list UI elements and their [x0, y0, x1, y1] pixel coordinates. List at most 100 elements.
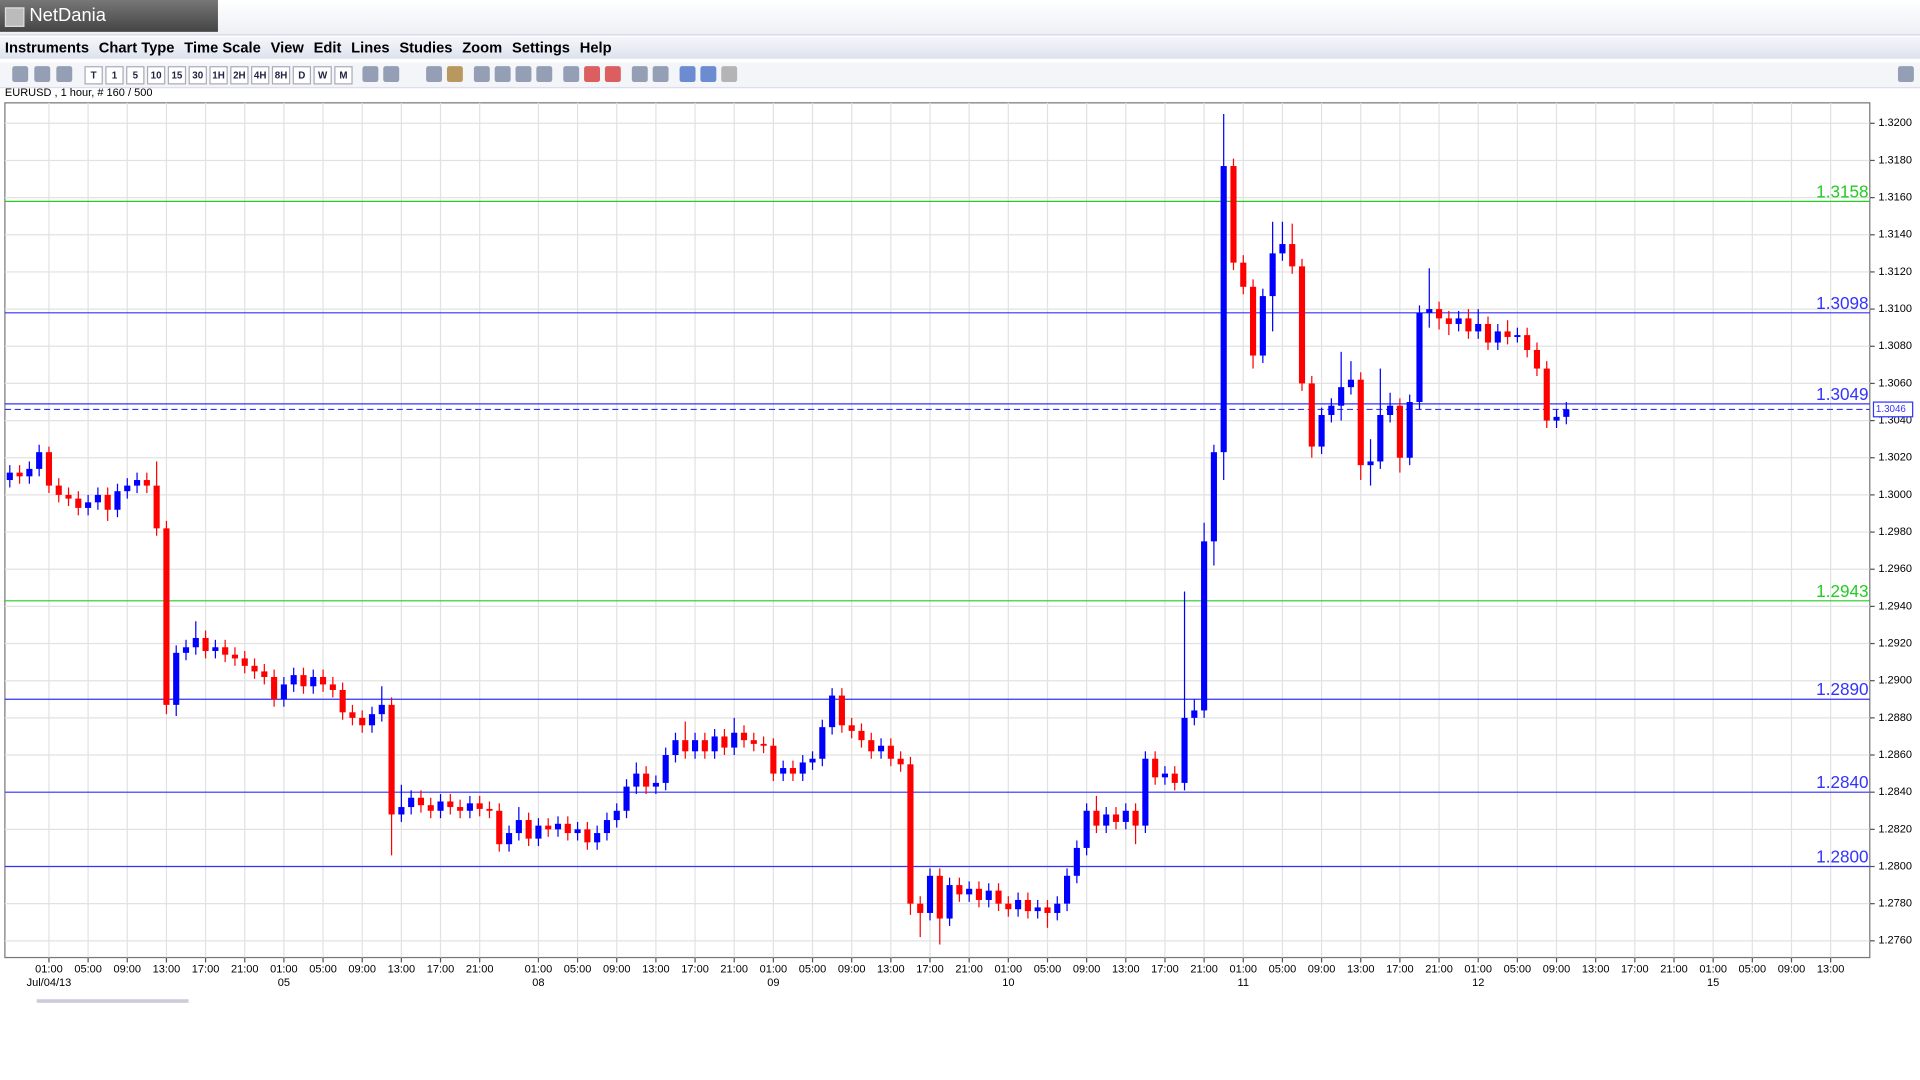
y-tick-label: 1.3140 [1878, 229, 1912, 241]
candle-body [1514, 335, 1521, 337]
candle-body [505, 833, 513, 845]
timeframe-button[interactable]: 4H [251, 66, 270, 85]
candle-body [770, 745, 777, 774]
timeframe-button[interactable]: 5 [126, 66, 145, 85]
timeframe-button[interactable]: 30 [188, 66, 207, 85]
candle-body [643, 773, 650, 787]
menu-item[interactable]: Lines [351, 39, 390, 57]
menu-item[interactable]: Chart Type [98, 39, 175, 57]
candle-body [310, 676, 317, 687]
tool-icon[interactable] [652, 66, 669, 83]
x-tick-label: 01:00 [1699, 964, 1727, 976]
menu-item[interactable]: Zoom [462, 39, 503, 57]
timeframe-button[interactable]: 8H [271, 66, 291, 85]
x-tick-label: 01:00 [760, 964, 788, 976]
scrollbar[interactable] [36, 999, 189, 1003]
tool-icon[interactable] [12, 66, 29, 83]
x-tick-label: 17:00 [1151, 964, 1179, 976]
candle-body [1005, 903, 1012, 910]
candle-body [55, 485, 62, 495]
candle-body [1308, 383, 1315, 447]
menu-item[interactable]: Time Scale [184, 39, 261, 57]
candle-body [1279, 244, 1286, 254]
candle-body [241, 658, 248, 666]
timeframe-button[interactable]: D [292, 66, 312, 85]
candle-body [1210, 452, 1217, 542]
candle-body [271, 676, 278, 700]
last-price-label: 1.3046 [1876, 404, 1906, 415]
tool-icon[interactable] [584, 66, 601, 83]
timeframe-button[interactable]: T [84, 66, 103, 85]
candle-body [662, 755, 669, 783]
menu-item[interactable]: Studies [399, 39, 453, 57]
menu-item[interactable]: Edit [313, 39, 342, 57]
menu-item[interactable]: Settings [512, 39, 570, 57]
candle-body [476, 803, 483, 809]
timeframe-button[interactable]: 1H [209, 66, 228, 85]
x-tick-label: 13:00 [1112, 964, 1140, 976]
tool-icon[interactable] [34, 66, 51, 83]
tool-icon[interactable] [604, 66, 621, 83]
candle-body [94, 494, 101, 503]
timeframe-button[interactable]: W [313, 66, 332, 85]
tool-icon[interactable] [383, 66, 400, 83]
tool-icon[interactable] [473, 66, 490, 83]
tool-icon[interactable] [494, 66, 511, 83]
candle-body [1083, 810, 1090, 848]
level-label: 1.2840 [1816, 772, 1868, 792]
timeframe-button[interactable]: M [334, 66, 353, 85]
tool-icon[interactable] [446, 66, 463, 83]
candle-body [1044, 907, 1051, 913]
tool-icon[interactable] [563, 66, 580, 83]
y-tick-label: 1.3040 [1878, 414, 1912, 426]
menu-item[interactable]: Help [579, 39, 612, 57]
x-day-label: Jul/04/13 [27, 977, 72, 989]
timeframe-button[interactable]: 2H [230, 66, 249, 85]
x-day-label: 12 [1472, 977, 1484, 989]
candle-body [613, 810, 620, 821]
x-tick-label: 01:00 [270, 964, 298, 976]
candle-body [1494, 331, 1501, 343]
candle-body [946, 885, 953, 919]
candle-body [1103, 814, 1110, 826]
candle-body [457, 807, 464, 811]
candle-body [1357, 379, 1364, 466]
timeframe-button[interactable]: 15 [167, 66, 187, 85]
level-label: 1.2800 [1816, 846, 1868, 866]
x-tick-label: 21:00 [1425, 964, 1453, 976]
x-tick-label: 05:00 [564, 964, 592, 976]
candle-body [711, 736, 718, 752]
tool-icon[interactable] [679, 66, 696, 83]
candle-body [85, 502, 92, 508]
tool-icon[interactable] [362, 66, 379, 83]
timeframe-button[interactable]: 10 [146, 66, 166, 85]
candle-body [1122, 810, 1129, 822]
level-label: 1.2943 [1816, 581, 1868, 601]
tool-icon[interactable] [426, 66, 443, 83]
menu-item[interactable]: Instruments [4, 39, 90, 57]
tool-icon[interactable] [721, 66, 738, 83]
y-tick-label: 1.3180 [1878, 154, 1912, 166]
x-tick-label: 21:00 [1190, 964, 1218, 976]
tool-icon[interactable] [631, 66, 648, 83]
tool-icon[interactable] [536, 66, 553, 83]
timeframe-button[interactable]: 1 [105, 66, 124, 85]
tool-icon[interactable] [700, 66, 717, 83]
tool-icon[interactable] [515, 66, 532, 83]
x-tick-label: 17:00 [681, 964, 709, 976]
tool-icon[interactable] [1897, 66, 1914, 83]
candle-body [1543, 368, 1550, 421]
tool-icon[interactable] [56, 66, 73, 83]
level-label: 1.3049 [1816, 384, 1868, 404]
candle-body [45, 452, 53, 486]
x-tick-label: 01:00 [1229, 964, 1257, 976]
candle-body [202, 637, 209, 651]
menu-item[interactable]: View [270, 39, 304, 57]
y-tick-label: 1.3080 [1878, 340, 1912, 352]
candle-body [1533, 349, 1541, 369]
menu-bar: Instruments Chart Type Time Scale View Edit L… [0, 36, 1920, 59]
candle-body [1387, 405, 1394, 416]
candle-body [1475, 323, 1482, 332]
